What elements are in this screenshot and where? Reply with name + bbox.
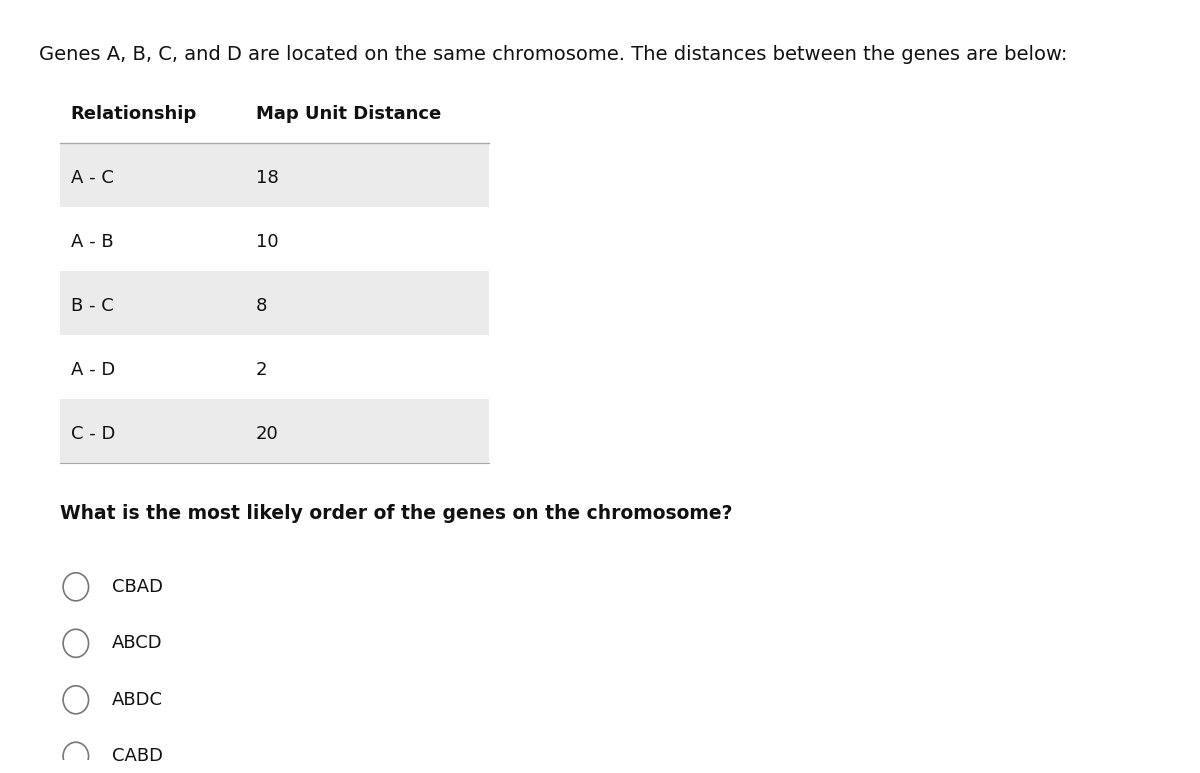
Ellipse shape — [64, 573, 89, 601]
Text: B - C: B - C — [71, 297, 113, 315]
Text: Relationship: Relationship — [71, 104, 197, 123]
Text: 10: 10 — [256, 233, 278, 250]
Text: A - D: A - D — [71, 361, 115, 379]
Text: 20: 20 — [256, 424, 278, 443]
Text: Genes A, B, C, and D are located on the same chromosome. The distances between t: Genes A, B, C, and D are located on the … — [38, 45, 1067, 63]
Text: 8: 8 — [256, 297, 268, 315]
Ellipse shape — [64, 686, 89, 713]
Ellipse shape — [64, 629, 89, 657]
Text: 18: 18 — [256, 169, 278, 187]
FancyBboxPatch shape — [60, 399, 490, 462]
Text: CABD: CABD — [112, 747, 163, 765]
FancyBboxPatch shape — [60, 335, 490, 399]
Text: 2: 2 — [256, 361, 268, 379]
Text: A - C: A - C — [71, 169, 114, 187]
FancyBboxPatch shape — [60, 206, 490, 271]
Text: A - B: A - B — [71, 233, 113, 250]
Text: ABCD: ABCD — [112, 635, 162, 652]
Ellipse shape — [64, 742, 89, 771]
FancyBboxPatch shape — [60, 142, 490, 206]
Text: What is the most likely order of the genes on the chromosome?: What is the most likely order of the gen… — [60, 504, 732, 523]
Text: ABDC: ABDC — [112, 691, 163, 709]
FancyBboxPatch shape — [60, 271, 490, 335]
Text: CBAD: CBAD — [112, 578, 163, 596]
Text: Map Unit Distance: Map Unit Distance — [256, 104, 442, 123]
Text: C - D: C - D — [71, 424, 115, 443]
